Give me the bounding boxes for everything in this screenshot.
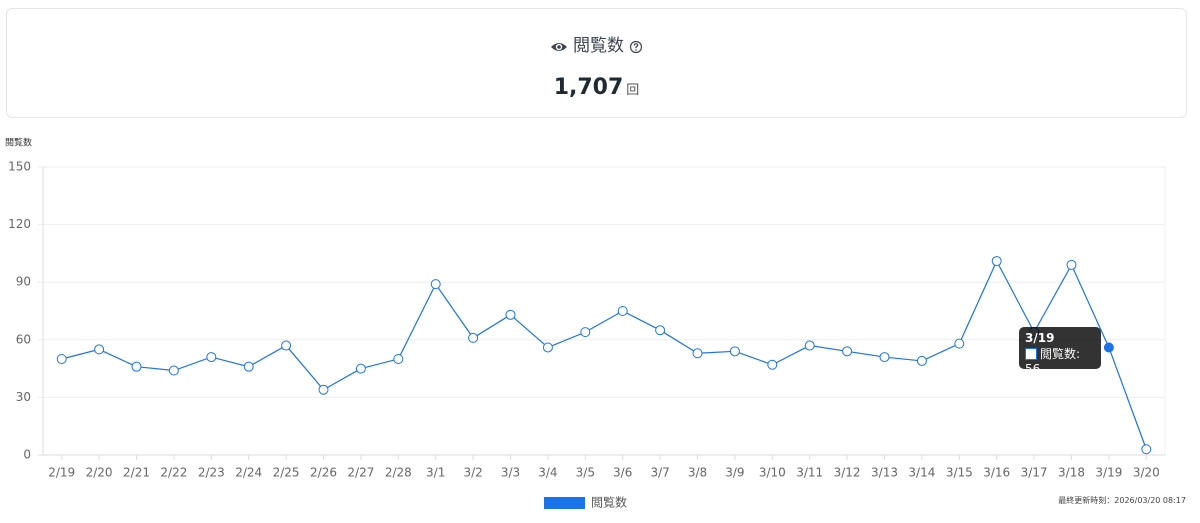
point <box>468 332 479 343</box>
point <box>767 359 778 370</box>
point <box>916 355 927 366</box>
y-tick-label: 0 <box>23 448 31 462</box>
summary-title-row: 閲覧数 <box>7 31 1186 56</box>
x-tick-label: 3/18 <box>1058 466 1085 480</box>
x-tick-label: 2/21 <box>123 466 150 480</box>
x-tick-label: 3/5 <box>576 466 595 480</box>
point <box>804 340 815 351</box>
x-tick-label: 3/17 <box>1021 466 1048 480</box>
y-axis-title: 閲覧数 <box>5 137 32 149</box>
x-tick-label: 2/27 <box>347 466 374 480</box>
x-tick-label: 2/24 <box>235 466 262 480</box>
point <box>56 354 67 364</box>
point <box>206 352 217 363</box>
point <box>430 279 441 290</box>
point <box>281 340 292 351</box>
point <box>542 342 553 353</box>
point <box>842 346 853 357</box>
point <box>505 309 516 320</box>
point <box>1141 444 1152 455</box>
point <box>954 338 965 349</box>
point <box>729 346 740 357</box>
summary-title: 閲覧数 <box>573 36 624 56</box>
x-tick-label: 3/14 <box>908 466 935 480</box>
x-tick-label: 3/15 <box>946 466 973 480</box>
x-tick-label: 3/3 <box>501 466 520 480</box>
x-tick-label: 3/8 <box>688 466 707 480</box>
y-tick-label: 120 <box>8 217 31 231</box>
help-icon[interactable] <box>629 40 643 54</box>
point <box>692 348 703 359</box>
x-tick-label: 3/1 <box>426 466 445 480</box>
point-active <box>1103 342 1114 353</box>
tooltip-body: 閲覧数: 56 <box>1025 345 1095 376</box>
x-tick-label: 3/19 <box>1095 466 1122 480</box>
y-tick-label: 150 <box>8 160 31 174</box>
x-tick-label: 3/6 <box>613 466 632 480</box>
point <box>393 354 404 364</box>
y-tick-label: 90 <box>16 275 31 289</box>
summary-card: 閲覧数 1,707 回 <box>6 8 1187 118</box>
x-tick-label: 3/12 <box>834 466 861 480</box>
x-tick-label: 2/22 <box>160 466 187 480</box>
point <box>991 256 1002 267</box>
x-tick-label: 3/4 <box>538 466 557 480</box>
point <box>131 361 142 372</box>
x-tick-label: 3/13 <box>871 466 898 480</box>
x-tick-label: 2/19 <box>48 466 75 480</box>
point <box>617 306 628 316</box>
plot-border <box>42 166 1166 456</box>
summary-value: 1,707 <box>553 75 624 100</box>
point <box>580 327 591 338</box>
y-tick-label: 30 <box>16 390 31 404</box>
x-tick-label: 2/23 <box>198 466 225 480</box>
point <box>168 365 179 376</box>
tooltip-title: 3/19 <box>1025 331 1055 345</box>
x-tick-label: 2/26 <box>310 466 337 480</box>
x-tick-label: 3/9 <box>725 466 744 480</box>
point <box>94 344 105 355</box>
point <box>318 384 329 395</box>
point <box>243 361 254 372</box>
x-tick-label: 3/2 <box>463 466 482 480</box>
last-updated: 最終更新時刻：2026/03/20 08:17 <box>1058 496 1186 505</box>
x-tick-label: 3/11 <box>796 466 823 480</box>
x-tick-label: 2/28 <box>385 466 412 480</box>
legend-label: 閲覧数 <box>591 495 627 510</box>
x-tick-label: 3/10 <box>759 466 786 480</box>
x-tick-label: 3/20 <box>1133 466 1160 480</box>
y-tick-label: 60 <box>16 332 31 346</box>
x-tick-label: 2/25 <box>273 466 300 480</box>
summary-unit: 回 <box>626 83 640 98</box>
series-line <box>61 259 1147 450</box>
point <box>879 352 890 363</box>
x-tick-label: 3/7 <box>650 466 669 480</box>
point <box>1066 259 1077 270</box>
legend-swatch <box>544 497 585 509</box>
eye-icon <box>550 43 567 51</box>
tooltip: 3/19 閲覧数: 56 <box>1019 327 1101 376</box>
summary-value-row: 1,707 回 <box>7 75 1186 100</box>
point <box>355 363 366 374</box>
x-tick-label: 3/16 <box>983 466 1010 480</box>
tooltip-text: 閲覧数: 56 <box>1025 347 1081 376</box>
point <box>655 325 666 336</box>
x-tick-label: 2/20 <box>86 466 113 480</box>
tooltip-swatch <box>1025 348 1037 360</box>
